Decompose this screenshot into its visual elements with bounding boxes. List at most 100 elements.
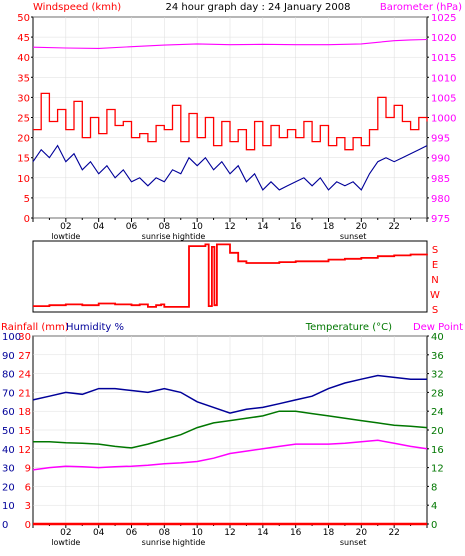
windspeed-axis-tick-label: 5 bbox=[24, 194, 30, 205]
temperature-axis-tick-label: 8 bbox=[431, 482, 437, 493]
temperature-axis-label: Temperature (°C) bbox=[305, 322, 392, 333]
rainfall-axis-tick-label: 24 bbox=[18, 370, 31, 381]
barometer-axis-tick-label: 990 bbox=[431, 154, 450, 165]
rainfall-axis-tick-label: 30 bbox=[18, 332, 31, 343]
barometer-axis-tick-label: 1025 bbox=[431, 13, 456, 24]
panel3-x-tick-label: 04 bbox=[93, 528, 105, 538]
temperature-series bbox=[33, 410, 428, 449]
barometer-axis-tick-label: 980 bbox=[431, 194, 450, 205]
windspeed-axis-tick-label: 45 bbox=[17, 33, 30, 44]
panel1-x-tick-label: 16 bbox=[290, 222, 302, 232]
wind-direction-label: S bbox=[432, 305, 438, 316]
windspeed-axis-tick-label: 15 bbox=[17, 154, 30, 165]
barometer-axis-tick-label: 1020 bbox=[431, 33, 456, 44]
chart-title: 24 hour graph day : 24 January 2008 bbox=[166, 2, 351, 13]
temperature-axis-tick-label: 12 bbox=[431, 464, 444, 475]
panel1-x-tick-label: 02 bbox=[60, 222, 71, 232]
barometer-axis-tick-label: 1000 bbox=[431, 114, 456, 125]
humidity-axis-tick-label: 100 bbox=[2, 332, 21, 343]
panel3-x-tick-label: 08 bbox=[159, 528, 171, 538]
rainfall-axis-label: Rainfall (mm) bbox=[1, 322, 69, 333]
windspeed-axis-tick-label: 20 bbox=[17, 134, 30, 145]
temperature-axis-tick-label: 36 bbox=[431, 351, 444, 362]
rainfall-axis-tick-label: 15 bbox=[18, 426, 31, 437]
humidity-axis-tick-label: 90 bbox=[2, 351, 15, 362]
panel3-x-tick-label: 14 bbox=[257, 528, 269, 538]
barometer-axis-tick-label: 975 bbox=[431, 214, 450, 225]
panel1-x-tick-label: 20 bbox=[356, 222, 368, 232]
rainfall-axis-tick-label: 27 bbox=[18, 351, 31, 362]
barometer-axis-label: Barometer (hPa) bbox=[380, 2, 462, 13]
humidity-axis-tick-label: 60 bbox=[2, 407, 15, 418]
panel1-event-sunrise: sunrise bbox=[142, 232, 171, 241]
panel3-x-tick-label: 18 bbox=[323, 528, 335, 538]
wind-gust-series bbox=[33, 92, 428, 151]
humidity-axis-label: Humidity % bbox=[66, 322, 124, 333]
panel3-x-tick-label: 22 bbox=[388, 528, 399, 538]
windspeed-axis-tick-label: 50 bbox=[17, 13, 30, 24]
windspeed-axis-tick-label: 0 bbox=[24, 214, 30, 225]
panel1-x-tick-label: 10 bbox=[191, 222, 203, 232]
rainfall-axis-tick-label: 21 bbox=[18, 388, 31, 399]
windspeed-axis-label: Windspeed (kmh) bbox=[33, 2, 121, 13]
windspeed-axis-tick-label: 30 bbox=[17, 93, 30, 104]
dewpoint-axis-label: Dew Point bbox=[413, 322, 463, 333]
panel3-x-tick-label: 12 bbox=[224, 528, 235, 538]
panel1-x-tick-label: 08 bbox=[159, 222, 171, 232]
panel3-x-tick-label: 20 bbox=[356, 528, 368, 538]
temperature-axis-tick-label: 28 bbox=[431, 388, 444, 399]
panel3-x-tick-label: 16 bbox=[290, 528, 302, 538]
windspeed-axis-tick-label: 25 bbox=[17, 114, 30, 125]
panel3-x-tick-label: 02 bbox=[60, 528, 71, 538]
humidity-axis-tick-label: 80 bbox=[2, 370, 15, 381]
temperature-axis-tick-label: 40 bbox=[431, 332, 444, 343]
humidity-axis-tick-label: 70 bbox=[2, 388, 15, 399]
barometer-axis-tick-label: 1005 bbox=[431, 93, 456, 104]
barometer-axis-tick-label: 1015 bbox=[431, 53, 456, 64]
panel1-x-tick-label: 18 bbox=[323, 222, 335, 232]
barometer-axis-tick-label: 995 bbox=[431, 134, 450, 145]
rainfall-axis-tick-label: 12 bbox=[18, 445, 31, 456]
panel1-x-tick-label: 04 bbox=[93, 222, 105, 232]
temperature-axis-tick-label: 32 bbox=[431, 370, 444, 381]
temperature-axis-tick-label: 24 bbox=[431, 407, 444, 418]
panel1-event-hightide: hightide bbox=[173, 232, 206, 241]
wind-direction-series bbox=[33, 243, 428, 308]
windspeed-axis-tick-label: 10 bbox=[17, 174, 30, 185]
panel3-event-sunset: sunset bbox=[340, 538, 367, 547]
rainfall-axis-tick-label: 9 bbox=[25, 464, 31, 475]
panel1-x-tick-label: 14 bbox=[257, 222, 269, 232]
rainfall-axis-tick-label: 3 bbox=[25, 501, 31, 512]
wind-direction-label: S bbox=[432, 245, 438, 256]
wind-average-series bbox=[32, 144, 428, 191]
humidity-axis-tick-label: 30 bbox=[2, 464, 15, 475]
panel1-event-sunset: sunset bbox=[340, 232, 367, 241]
rainfall-axis-tick-label: 18 bbox=[18, 407, 31, 418]
rainfall-axis-tick-label: 0 bbox=[25, 520, 31, 531]
panel3-event-hightide: hightide bbox=[173, 538, 206, 547]
rainfall-axis-tick-label: 6 bbox=[25, 482, 31, 493]
windspeed-axis-tick-label: 40 bbox=[17, 53, 30, 64]
humidity-series bbox=[32, 374, 427, 414]
temperature-axis-tick-label: 16 bbox=[431, 445, 444, 456]
humidity-axis-tick-label: 0 bbox=[2, 520, 8, 531]
panel3-x-tick-label: 06 bbox=[126, 528, 138, 538]
barometer-axis-tick-label: 985 bbox=[431, 174, 450, 185]
humidity-axis-tick-label: 50 bbox=[2, 426, 15, 437]
panel3-event-sunrise: sunrise bbox=[142, 538, 171, 547]
barometer-series bbox=[32, 38, 428, 49]
panel3-x-tick-label: 10 bbox=[191, 528, 203, 538]
humidity-axis-tick-label: 20 bbox=[2, 482, 15, 493]
temperature-axis-tick-label: 4 bbox=[431, 501, 437, 512]
dewpoint-series bbox=[32, 439, 428, 471]
panel1-x-tick-label: 22 bbox=[388, 222, 399, 232]
panel1-event-lowtide: lowtide bbox=[51, 232, 80, 241]
wind-direction-label: E bbox=[432, 260, 438, 271]
temperature-axis-tick-label: 20 bbox=[431, 426, 444, 437]
windspeed-axis-tick-label: 35 bbox=[17, 73, 30, 84]
temperature-axis-tick-label: 0 bbox=[431, 520, 437, 531]
wind-direction-label: N bbox=[431, 275, 438, 286]
barometer-axis-tick-label: 1010 bbox=[431, 73, 456, 84]
